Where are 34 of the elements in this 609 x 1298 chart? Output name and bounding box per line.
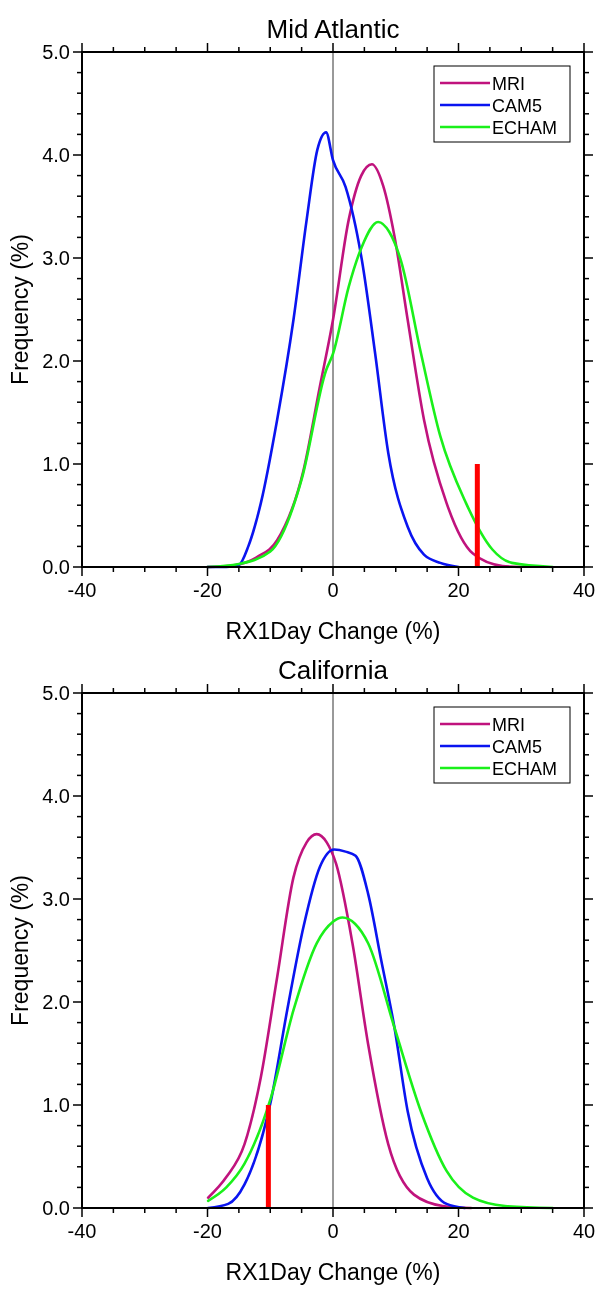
x-tick-label: 20: [447, 579, 470, 601]
x-tick-label: 40: [572, 579, 596, 601]
x-tick-label: -20: [193, 579, 222, 601]
legend-label: CAM5: [492, 737, 543, 757]
chart-title: California: [278, 655, 389, 685]
x-tick-label: 20: [447, 1220, 470, 1242]
y-tick-label: 3.0: [42, 888, 70, 910]
x-axis-title: RX1Day Change (%): [225, 1259, 441, 1285]
y-tick-label: 0.0: [42, 556, 70, 578]
x-tick-label: 40: [572, 1220, 596, 1242]
y-axis-title: Frequency (%): [7, 234, 33, 385]
x-tick-label: -40: [67, 1220, 97, 1242]
legend-label: MRI: [492, 74, 525, 94]
chart-title: Mid Atlantic: [266, 14, 400, 44]
y-tick-label: 4.0: [42, 785, 70, 807]
legend-label: MRI: [492, 715, 525, 735]
y-axis-title: Frequency (%): [7, 875, 33, 1026]
x-tick-label: 0: [327, 579, 339, 601]
y-tick-label: 5.0: [42, 682, 70, 704]
y-tick-label: 1.0: [42, 1094, 70, 1116]
y-tick-label: 2.0: [42, 350, 70, 372]
y-tick-label: 2.0: [42, 991, 70, 1013]
x-tick-label: -40: [67, 579, 97, 601]
y-tick-label: 0.0: [42, 1197, 70, 1219]
y-tick-label: 3.0: [42, 247, 70, 269]
legend-label: ECHAM: [492, 759, 558, 779]
y-tick-label: 5.0: [42, 41, 70, 63]
legend-label: ECHAM: [492, 118, 558, 138]
y-tick-label: 4.0: [42, 144, 70, 166]
y-tick-label: 1.0: [42, 453, 70, 475]
x-tick-label: -20: [193, 1220, 222, 1242]
x-axis-title: RX1Day Change (%): [225, 618, 441, 644]
legend-label: CAM5: [492, 96, 543, 116]
x-tick-label: 0: [327, 1220, 339, 1242]
